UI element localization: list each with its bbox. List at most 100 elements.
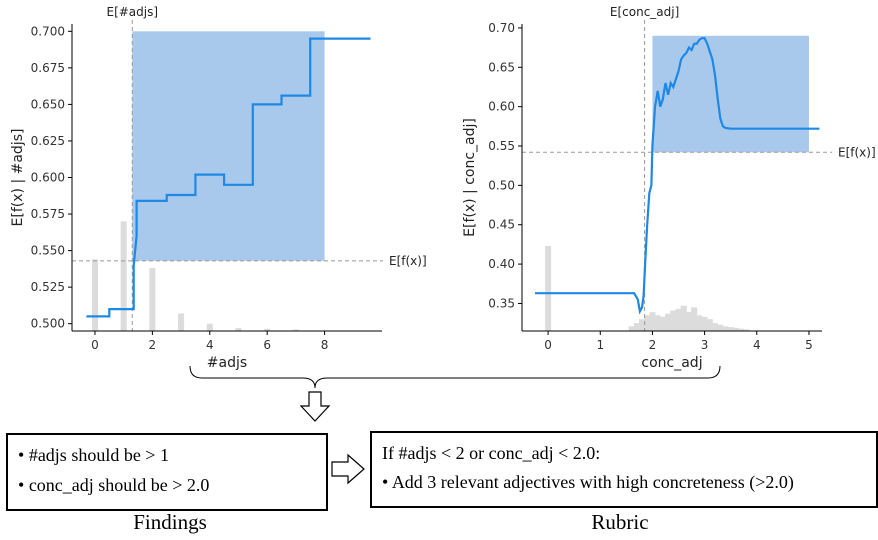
- x-tick-label: 8: [321, 338, 329, 352]
- y-tick-label: 0.50: [488, 178, 515, 192]
- y-tick-label: 0.650: [31, 97, 65, 111]
- expected-x-label-conc-adj: E[conc_adj]: [610, 5, 679, 19]
- histogram-bar: [680, 305, 687, 331]
- histogram-bar: [738, 328, 745, 331]
- x-axis-label-adjs: #adjs: [207, 355, 247, 371]
- x-ticks-adjs: 0 2 4 6 8: [91, 331, 328, 352]
- bullet: •: [382, 472, 392, 492]
- y-tick-label: 0.70: [488, 21, 515, 35]
- expected-y-label-conc-adj: E[f(x)]: [838, 145, 876, 159]
- dependence-curve-conc-adj: [535, 37, 820, 315]
- rubric-condition: If #adjs < 2 or conc_adj < 2.0:: [382, 443, 600, 463]
- findings-item-1-text: should be > 1: [67, 445, 169, 465]
- x-tick-label: 4: [753, 338, 761, 352]
- histogram-bar: [675, 308, 682, 331]
- findings-item-2: • conc_adj should be > 2.0: [18, 475, 209, 495]
- histogram-bar: [701, 316, 708, 331]
- x-tick-label: 0: [91, 338, 99, 352]
- histogram-bar: [628, 326, 635, 331]
- rubric-cond-1: < 2 or: [437, 443, 489, 463]
- bullet: •: [18, 475, 29, 495]
- y-tick-label: 0.40: [488, 257, 515, 271]
- histogram-bar: [264, 328, 271, 331]
- rubric-if: If: [382, 443, 399, 463]
- findings-box: • #adjs should be > 1 • conc_adj should …: [6, 433, 328, 511]
- axes-conc-adj: [521, 24, 822, 332]
- x-axis-label-conc-adj: conc_adj: [641, 355, 702, 371]
- x-tick-label: 2: [149, 338, 157, 352]
- y-axis-label-adjs: E[f(x) | #adjs]: [10, 129, 26, 227]
- x-tick-label: 4: [206, 338, 214, 352]
- rubric-cond-2: < 2.0:: [554, 443, 601, 463]
- x-tick-label: 1: [596, 338, 604, 352]
- y-tick-label: 0.500: [31, 317, 65, 331]
- histogram-bar: [665, 313, 672, 331]
- y-ticks-adjs: 0.500 0.525 0.550 0.575 0.600 0.625 0.650 0.675…: [31, 24, 72, 331]
- y-tick-label: 0.35: [488, 296, 515, 310]
- down-arrow-icon: [299, 391, 331, 422]
- x-tick-label: 6: [263, 338, 271, 352]
- rubric-caption: Rubric: [591, 510, 648, 534]
- expected-x-label-adjs: E[#adjs]: [106, 5, 158, 19]
- y-tick-label: 0.600: [31, 171, 65, 185]
- y-tick-label: 0.575: [31, 207, 65, 221]
- grouping-bracket: [189, 365, 721, 389]
- findings-item-2-var: conc_adj: [29, 475, 94, 495]
- right-arrow-icon: [331, 453, 365, 485]
- y-tick-label: 0.700: [31, 24, 65, 38]
- y-tick-label: 0.65: [488, 60, 515, 74]
- findings-caption: Findings: [133, 510, 207, 534]
- histogram-bar: [178, 313, 185, 331]
- histogram-bar: [691, 307, 698, 331]
- histogram-bar: [292, 329, 299, 331]
- histogram-bar: [727, 327, 734, 331]
- histogram-adjs: [91, 221, 299, 331]
- y-tick-label: 0.60: [488, 100, 515, 114]
- findings-item-1: • #adjs should be > 1: [18, 445, 169, 465]
- x-tick-label: 5: [805, 338, 813, 352]
- histogram-conc-adj: [545, 245, 750, 331]
- rubric-item-text: Add 3 relevant adjectives with high conc…: [392, 472, 794, 493]
- histogram-bar: [685, 312, 692, 331]
- x-ticks-conc-adj: 0 1 2 3 4 5: [544, 331, 813, 352]
- x-tick-label: 3: [701, 338, 709, 352]
- histogram-bar: [706, 319, 713, 331]
- histogram-bar: [206, 323, 213, 331]
- histogram-bar: [545, 245, 552, 331]
- y-tick-label: 0.525: [31, 280, 65, 294]
- shaded-region-conc-adj: [652, 35, 809, 153]
- rubric-item: • Add 3 relevant adjectives with high co…: [382, 472, 794, 493]
- y-tick-label: 0.675: [31, 61, 65, 75]
- y-tick-label: 0.625: [31, 134, 65, 148]
- shaded-region-adjs: [132, 31, 325, 261]
- y-tick-label: 0.550: [31, 244, 65, 258]
- histogram-bar: [722, 326, 729, 331]
- y-tick-label: 0.55: [488, 139, 515, 153]
- histogram-bar: [120, 221, 127, 331]
- y-ticks-conc-adj: 0.35 0.40 0.45 0.50 0.55 0.60 0.65 0.70: [488, 21, 522, 310]
- histogram-bar: [639, 319, 645, 331]
- rubric-box: If #adjs < 2 or conc_adj < 2.0: • Add 3 …: [370, 431, 878, 508]
- findings-item-1-var: #adjs: [29, 445, 67, 465]
- rubric-var-2: conc_adj: [489, 443, 554, 463]
- histogram-bar: [659, 316, 666, 331]
- histogram-bar: [712, 323, 719, 331]
- y-axis-label-conc-adj: E[f(x) | conc_adj]: [462, 118, 478, 237]
- bullet: •: [18, 445, 29, 465]
- histogram-bar: [644, 315, 651, 331]
- histogram-bar: [654, 315, 661, 331]
- dependence-curve-adjs: [86, 37, 371, 318]
- histogram-bar: [649, 312, 656, 331]
- findings-item-2-text: should be > 2.0: [94, 475, 210, 495]
- histogram-bar: [91, 259, 98, 331]
- histogram-bar: [633, 323, 640, 331]
- x-tick-label: 0: [544, 338, 552, 352]
- histogram-bar: [717, 324, 724, 331]
- histogram-bar: [743, 329, 750, 331]
- expected-y-label-adjs: E[f(x)]: [389, 254, 427, 268]
- histogram-bar: [670, 310, 677, 331]
- y-tick-label: 0.45: [488, 218, 515, 232]
- histogram-bar: [732, 327, 739, 331]
- histogram-bar: [149, 268, 156, 331]
